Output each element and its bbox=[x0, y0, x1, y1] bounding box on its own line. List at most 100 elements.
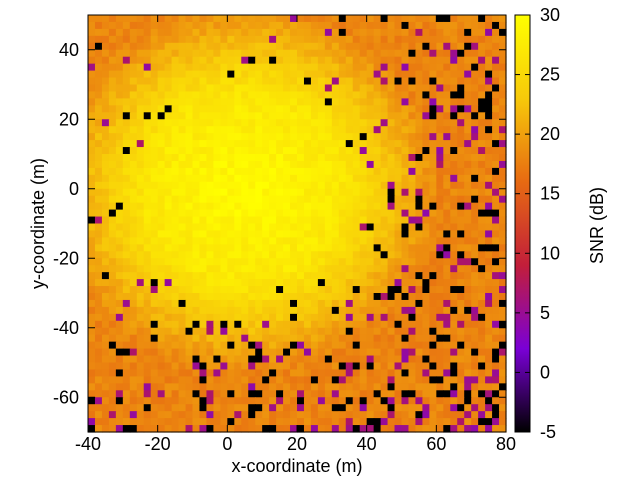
heatmap-cell bbox=[436, 133, 444, 141]
heatmap-cell bbox=[408, 293, 417, 301]
heatmap-cell bbox=[143, 320, 152, 329]
heatmap-cell bbox=[94, 306, 103, 315]
heatmap-cell bbox=[220, 299, 228, 308]
heatmap-cell bbox=[234, 84, 242, 93]
heatmap-cell bbox=[366, 174, 375, 183]
heatmap-cell bbox=[122, 230, 131, 238]
heatmap-cell bbox=[157, 376, 166, 384]
heatmap-cell bbox=[352, 42, 361, 51]
heatmap-cell bbox=[213, 306, 221, 315]
heatmap-cell bbox=[248, 334, 256, 343]
heatmap-cell bbox=[408, 77, 417, 86]
y-tick-label: 40 bbox=[59, 40, 79, 60]
heatmap-cell bbox=[143, 251, 152, 259]
heatmap-cell bbox=[108, 404, 117, 412]
heatmap-cell bbox=[206, 216, 214, 225]
heatmap-cell bbox=[471, 63, 479, 72]
heatmap-cell bbox=[366, 348, 375, 357]
heatmap-cell bbox=[129, 286, 138, 294]
heatmap-cell bbox=[422, 216, 430, 225]
heatmap-cell bbox=[443, 181, 451, 190]
heatmap-cell bbox=[387, 167, 396, 176]
heatmap-cell bbox=[408, 84, 417, 93]
heatmap-cell bbox=[366, 209, 375, 218]
heatmap-cell bbox=[248, 348, 256, 357]
heatmap-cell bbox=[220, 355, 228, 364]
heatmap-cell bbox=[136, 15, 145, 23]
heatmap-cell bbox=[366, 98, 375, 106]
heatmap-cell bbox=[157, 174, 166, 183]
heatmap-cell bbox=[234, 376, 242, 384]
heatmap-cell bbox=[338, 98, 347, 106]
heatmap-cell bbox=[164, 21, 173, 30]
heatmap-cell bbox=[345, 216, 354, 225]
heatmap-cell bbox=[171, 126, 180, 134]
heatmap-cell bbox=[443, 313, 451, 322]
heatmap-cell bbox=[457, 160, 465, 169]
heatmap-cell bbox=[345, 49, 354, 58]
heatmap-cell bbox=[290, 105, 298, 113]
heatmap-cell bbox=[436, 397, 444, 405]
heatmap-cell bbox=[310, 147, 319, 155]
heatmap-cell bbox=[492, 313, 500, 322]
heatmap-cell bbox=[143, 35, 152, 44]
heatmap-cell bbox=[220, 306, 228, 315]
heatmap-cell bbox=[338, 174, 347, 183]
heatmap-cell bbox=[457, 341, 465, 350]
x-tick-label: 60 bbox=[426, 434, 446, 454]
heatmap-cell bbox=[227, 98, 235, 106]
heatmap-cell bbox=[101, 35, 110, 44]
heatmap-cell bbox=[429, 425, 437, 433]
heatmap-cell bbox=[255, 160, 263, 169]
heatmap-cell bbox=[436, 112, 444, 120]
heatmap-cell bbox=[178, 390, 187, 398]
heatmap-cell bbox=[262, 147, 270, 155]
heatmap-cell bbox=[276, 362, 284, 371]
heatmap-cell bbox=[88, 15, 96, 23]
heatmap-cell bbox=[499, 42, 507, 51]
heatmap-cell bbox=[317, 126, 326, 134]
heatmap-cell bbox=[220, 119, 228, 127]
heatmap-cell bbox=[206, 42, 214, 51]
heatmap-cell bbox=[401, 133, 410, 141]
heatmap-cell bbox=[255, 49, 263, 58]
heatmap-cell bbox=[297, 293, 305, 301]
heatmap-cell bbox=[303, 265, 312, 273]
heatmap-cell bbox=[331, 299, 340, 308]
heatmap-cell bbox=[303, 237, 312, 245]
heatmap-cell bbox=[366, 230, 375, 238]
heatmap-cell bbox=[115, 265, 124, 273]
heatmap-cell bbox=[450, 272, 458, 280]
heatmap-cell bbox=[150, 230, 159, 238]
heatmap-cell bbox=[88, 209, 96, 218]
heatmap-cell bbox=[164, 293, 173, 301]
heatmap-cell bbox=[164, 84, 173, 93]
heatmap-cell bbox=[297, 77, 305, 86]
heatmap-cell bbox=[143, 313, 152, 322]
heatmap-cell bbox=[227, 147, 235, 155]
heatmap-cell bbox=[415, 77, 423, 86]
heatmap-cell bbox=[373, 286, 382, 294]
heatmap-cell bbox=[227, 306, 235, 315]
heatmap-cell bbox=[178, 154, 187, 162]
heatmap-cell bbox=[429, 133, 437, 141]
heatmap-cell bbox=[269, 147, 277, 155]
heatmap-cell bbox=[443, 390, 451, 398]
heatmap-cell bbox=[303, 306, 312, 315]
heatmap-cell bbox=[88, 133, 96, 141]
heatmap-cell bbox=[234, 209, 242, 218]
heatmap-cell bbox=[115, 404, 124, 412]
heatmap-cell bbox=[185, 112, 194, 120]
heatmap-cell bbox=[331, 15, 340, 23]
heatmap-cell bbox=[157, 15, 166, 23]
heatmap-cell bbox=[464, 126, 472, 134]
heatmap-cell bbox=[185, 105, 194, 113]
heatmap-cell bbox=[331, 258, 340, 266]
heatmap-cell bbox=[178, 181, 187, 190]
heatmap-cell bbox=[262, 230, 270, 238]
heatmap-cell bbox=[94, 223, 103, 232]
heatmap-cell bbox=[185, 237, 194, 245]
heatmap-cell bbox=[317, 174, 326, 183]
heatmap-cell bbox=[206, 167, 214, 176]
heatmap-cell bbox=[283, 306, 291, 315]
